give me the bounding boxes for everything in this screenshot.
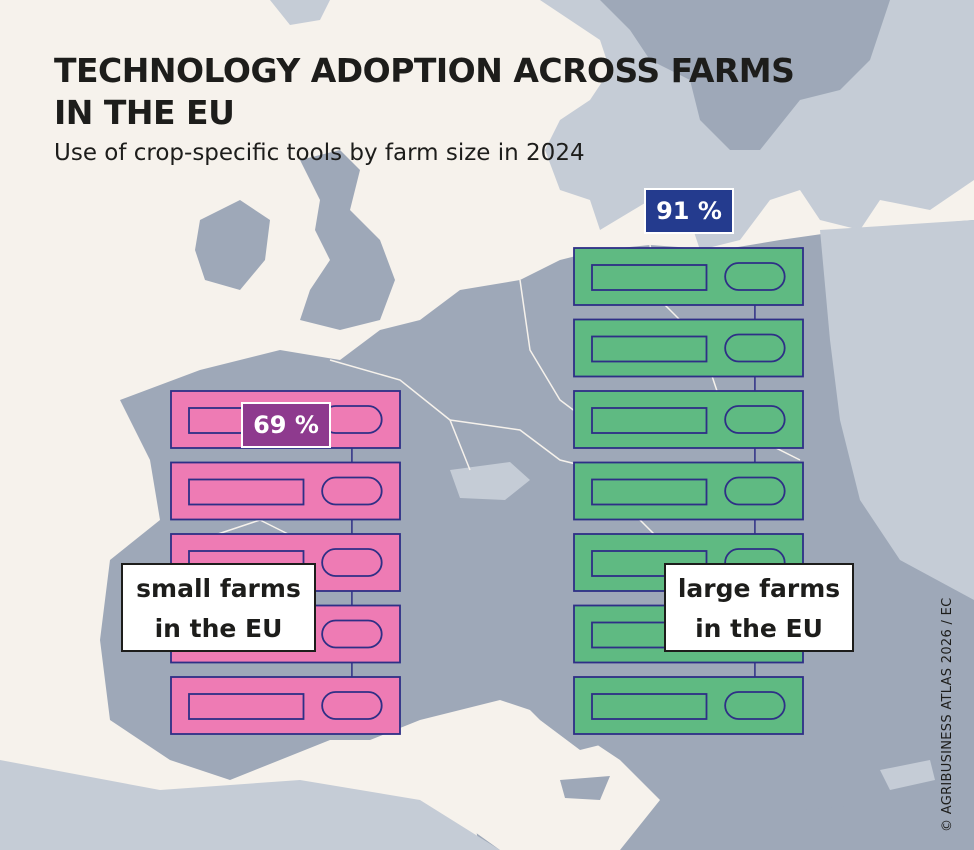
rack-stack-large — [573, 247, 804, 735]
credit-line: © AGRIBUSINESS ATLAS 2026 / EC — [940, 597, 955, 833]
rack-unit — [170, 461, 401, 521]
rack-unit — [573, 247, 804, 306]
large-farms-label: large farms in the EU — [664, 563, 854, 652]
rack-unit — [573, 676, 804, 735]
small-farms-value-badge: 69 % — [241, 402, 331, 448]
small-farms-label-line1: small farms — [136, 574, 301, 603]
rack-unit — [170, 676, 401, 735]
rack-unit — [573, 318, 804, 378]
small-farms-label-line2: in the EU — [154, 614, 283, 643]
rack-unit — [573, 390, 804, 449]
large-farms-value-badge: 91 % — [644, 188, 734, 234]
small-farms-label: small farms in the EU — [121, 563, 316, 652]
large-farms-label-line2: in the EU — [695, 614, 823, 643]
rack-unit — [573, 461, 804, 521]
chart-title: TECHNOLOGY ADOPTION ACROSS FARMS IN THE … — [54, 51, 795, 132]
chart-subtitle: Use of crop-specific tools by farm size … — [54, 140, 585, 166]
large-farms-label-line1: large farms — [677, 574, 841, 603]
